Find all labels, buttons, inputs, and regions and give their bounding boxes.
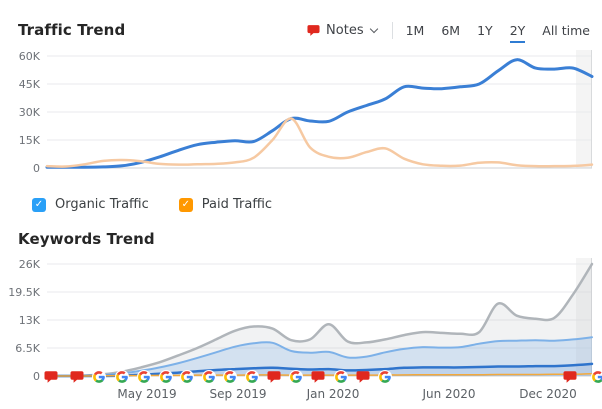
- legend-item-paid-traffic[interactable]: ✓ Paid Traffic: [178, 197, 273, 212]
- y-axis-tick: 13K: [18, 314, 40, 327]
- x-axis-label: Dec 2020: [519, 387, 577, 401]
- legend-label: Paid Traffic: [201, 197, 273, 212]
- google-update-marker[interactable]: [137, 369, 151, 384]
- checkbox-organic-traffic[interactable]: ✓: [32, 197, 46, 212]
- checkbox-paid-traffic[interactable]: ✓: [178, 197, 193, 212]
- google-update-marker[interactable]: [245, 369, 259, 384]
- y-axis-tick: 6.5K: [15, 342, 40, 355]
- y-axis-tick: 15K: [18, 134, 40, 147]
- note-marker-icon: [267, 371, 281, 383]
- notes-button[interactable]: Notes: [307, 23, 378, 38]
- x-axis-label: Sep 2019: [209, 387, 267, 401]
- range-button-6m[interactable]: 6M: [441, 23, 461, 38]
- google-update-icon: [137, 370, 151, 384]
- note-marker-icon: [356, 371, 370, 383]
- y-axis-tick: 60K: [18, 50, 40, 63]
- keywords-gray-series--line[interactable]: [45, 262, 594, 378]
- range-button-1m[interactable]: 1M: [405, 23, 425, 38]
- note-marker[interactable]: [356, 369, 370, 383]
- traffic-trend-title: Traffic Trend: [18, 21, 126, 39]
- range-button-all-time[interactable]: All time: [542, 23, 590, 38]
- google-update-icon: [378, 370, 392, 384]
- range-button-2y[interactable]: 2Y: [509, 23, 526, 43]
- google-update-icon: [180, 370, 194, 384]
- google-update-marker[interactable]: [591, 369, 602, 384]
- google-update-icon: [591, 370, 602, 384]
- keywords-light-blue-series--line[interactable]: [46, 336, 593, 377]
- google-update-marker[interactable]: [289, 369, 303, 384]
- google-update-icon: [223, 370, 237, 384]
- google-update-icon: [159, 370, 173, 384]
- chart-plot-area[interactable]: [45, 258, 596, 382]
- y-axis-tick: 0: [33, 370, 40, 383]
- notes-label: Notes: [326, 23, 364, 38]
- current-period-band: [576, 258, 591, 376]
- range-button-1y[interactable]: 1Y: [477, 23, 493, 38]
- note-marker-icon: [563, 371, 577, 383]
- chart-plot-area[interactable]: [45, 50, 596, 174]
- y-axis-tick: 26K: [18, 258, 40, 271]
- time-range-selector: 1M 6M 1Y 2Y All time: [405, 23, 590, 43]
- legend-label: Organic Traffic: [55, 197, 149, 212]
- note-marker-icon: [44, 371, 58, 383]
- note-marker-icon: [311, 371, 325, 383]
- google-update-marker[interactable]: [378, 369, 392, 384]
- note-icon: [307, 25, 320, 36]
- google-update-icon: [115, 370, 129, 384]
- y-axis-tick: 30K: [18, 106, 40, 119]
- google-update-marker[interactable]: [334, 369, 348, 384]
- note-marker-icon: [70, 371, 84, 383]
- controls-divider: [391, 22, 393, 39]
- chevron-down-icon: [369, 24, 378, 33]
- current-period-band: [576, 50, 591, 168]
- y-axis-tick: 0: [33, 162, 40, 175]
- google-update-marker[interactable]: [159, 369, 173, 384]
- keywords-trend-title: Keywords Trend: [18, 230, 155, 248]
- google-update-icon: [245, 370, 259, 384]
- chart-controls: Notes 1M 6M 1Y 2Y All time: [307, 22, 590, 43]
- google-update-marker[interactable]: [202, 369, 216, 384]
- y-axis-tick: 45K: [18, 78, 40, 91]
- note-marker[interactable]: [267, 369, 281, 383]
- y-axis-tick: 19.5K: [8, 286, 40, 299]
- google-update-marker[interactable]: [180, 369, 194, 384]
- x-axis-label: May 2019: [117, 387, 177, 401]
- keywords-chart[interactable]: 26K 19.5K 13K 6.5K 0: [0, 258, 602, 383]
- paid-traffic-line[interactable]: [45, 117, 594, 168]
- note-marker[interactable]: [311, 369, 325, 383]
- google-update-icon: [92, 370, 106, 384]
- google-update-marker[interactable]: [92, 369, 106, 384]
- google-update-marker[interactable]: [223, 369, 237, 384]
- google-update-icon: [334, 370, 348, 384]
- note-marker[interactable]: [563, 369, 577, 383]
- google-update-icon: [202, 370, 216, 384]
- traffic-chart[interactable]: 60K 45K 30K 15K 0: [0, 50, 602, 175]
- x-axis-label: Jun 2020: [422, 387, 476, 401]
- traffic-legend: ✓ Organic Traffic ✓ Paid Traffic: [32, 197, 272, 212]
- google-update-icon: [289, 370, 303, 384]
- note-marker[interactable]: [44, 369, 58, 383]
- legend-item-organic-traffic[interactable]: ✓ Organic Traffic: [32, 197, 149, 212]
- x-axis-label: Jan 2020: [306, 387, 360, 401]
- note-marker[interactable]: [70, 369, 84, 383]
- google-update-marker[interactable]: [115, 369, 129, 384]
- organic-traffic-line[interactable]: [45, 58, 594, 169]
